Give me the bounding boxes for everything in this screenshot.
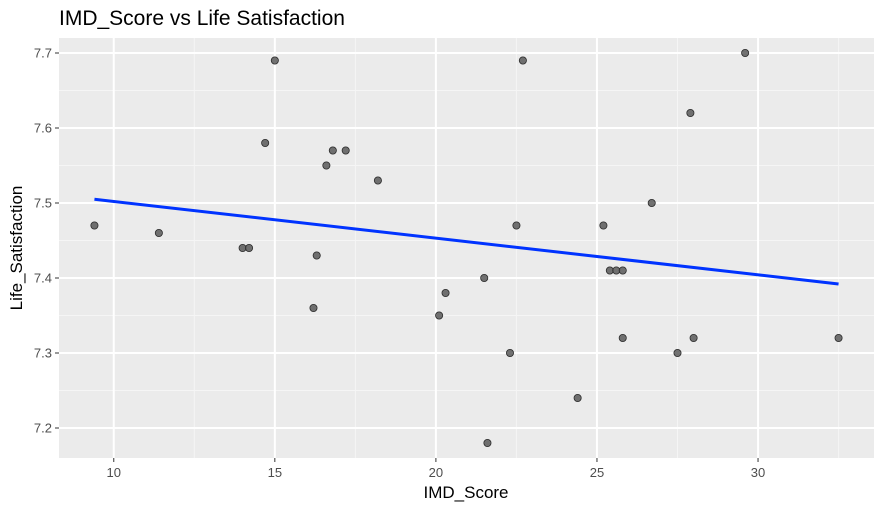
y-tick-label: 7.4 [34,271,52,286]
y-axis-ticks: 7.2 7.3 7.4 7.5 7.6 7.7 [34,46,59,436]
data-point [154,228,163,237]
y-tick-label: 7.3 [34,346,52,361]
data-point [261,138,270,147]
data-point [441,288,450,297]
data-point [322,161,331,170]
major-gridlines [59,38,874,458]
data-point [90,221,99,230]
data-point [647,198,656,207]
data-point [573,393,582,402]
data-point [245,243,254,252]
data-point [328,146,337,155]
data-point [618,266,627,275]
x-axis-ticks: 10 15 20 25 30 [107,458,765,480]
plot-panel [59,38,874,458]
data-point [673,348,682,357]
data-point [618,333,627,342]
data-point [518,56,527,65]
data-points [90,49,843,447]
minor-gridlines [59,38,874,458]
chart-title: IMD_Score vs Life Satisfaction [59,7,345,30]
data-point [505,348,514,357]
data-point [599,221,608,230]
data-point [373,176,382,185]
x-tick-label: 30 [751,465,765,480]
x-tick-label: 10 [107,465,121,480]
y-tick-label: 7.6 [34,121,52,136]
x-tick-label: 25 [590,465,604,480]
data-point [834,333,843,342]
y-tick-label: 7.5 [34,196,52,211]
trend-line-group [94,197,839,286]
data-point [435,311,444,320]
data-point [341,146,350,155]
data-point [309,303,318,312]
x-tick-label: 20 [429,465,443,480]
data-point [480,273,489,282]
x-tick-label: 15 [268,465,282,480]
data-point [483,438,492,447]
y-axis-title: Life_Satisfaction [7,186,26,311]
data-point [312,251,321,260]
data-point [689,333,698,342]
data-point [512,221,521,230]
data-point [686,109,695,118]
x-axis-title: IMD_Score [423,483,508,502]
data-point [741,49,750,58]
y-tick-label: 7.2 [34,421,52,436]
y-tick-label: 7.7 [34,46,52,61]
trend-line [94,197,839,286]
data-point [270,56,279,65]
